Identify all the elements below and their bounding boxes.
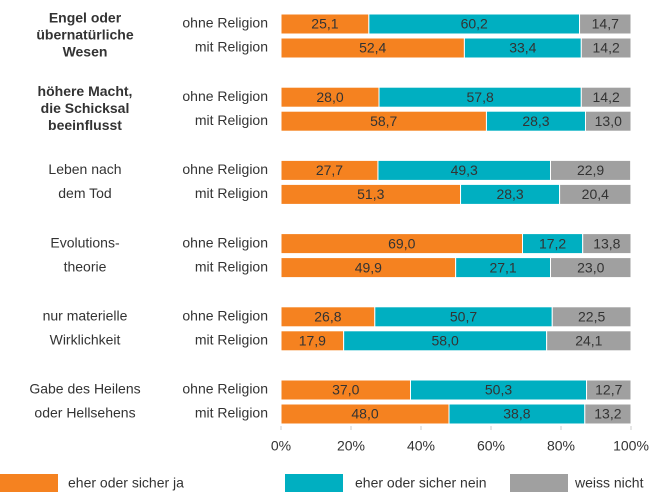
- group-label: höhere Macht,: [38, 83, 133, 99]
- group-label: theorie: [64, 258, 107, 274]
- value-label: 12,7: [595, 382, 622, 398]
- row-label: ohne Religion: [182, 381, 268, 397]
- x-tick-label: 100%: [613, 438, 649, 454]
- group-label: Evolutions-: [50, 234, 120, 250]
- value-label: 26,8: [314, 309, 341, 325]
- group-label: beeinflusst: [48, 117, 122, 133]
- value-label: 49,9: [355, 259, 382, 275]
- value-label: 50,3: [485, 382, 512, 398]
- value-label: 23,0: [577, 259, 604, 275]
- legend-swatch: [0, 474, 58, 492]
- row-label: ohne Religion: [182, 234, 268, 250]
- row-label: mit Religion: [195, 258, 268, 274]
- bar-segment: [559, 183, 632, 205]
- x-tick-label: 40%: [407, 438, 435, 454]
- bar-segment: [582, 233, 632, 255]
- value-label: 24,1: [575, 333, 602, 349]
- row-label: mit Religion: [195, 405, 268, 421]
- value-label: 38,8: [503, 406, 530, 422]
- group-label: die Schicksal: [41, 100, 130, 116]
- group-label: Wirklichkeit: [50, 332, 121, 348]
- value-label: 20,4: [582, 186, 609, 202]
- value-label: 57,8: [467, 89, 494, 105]
- row-label: ohne Religion: [182, 15, 268, 31]
- value-label: 27,7: [316, 162, 343, 178]
- group-label: Wesen: [63, 44, 108, 60]
- row-label: ohne Religion: [182, 88, 268, 104]
- x-tick-label: 80%: [547, 438, 575, 454]
- bar-segment: [586, 379, 632, 401]
- value-label: 28,0: [316, 89, 343, 105]
- group-label: übernatürliche: [36, 27, 133, 43]
- value-label: 13,2: [594, 406, 621, 422]
- row-label: ohne Religion: [182, 308, 268, 324]
- value-label: 49,3: [451, 162, 478, 178]
- group-label: Leben nach: [48, 161, 121, 177]
- bar-segment: [585, 110, 632, 132]
- value-label: 17,9: [299, 333, 326, 349]
- row-label: mit Religion: [195, 39, 268, 55]
- value-label: 22,9: [577, 162, 604, 178]
- bar-segment: [580, 86, 632, 108]
- group-label: oder Hellsehens: [34, 405, 135, 421]
- value-label: 27,1: [489, 259, 516, 275]
- value-label: 58,7: [370, 113, 397, 129]
- value-label: 33,4: [509, 40, 536, 56]
- value-label: 28,3: [522, 113, 549, 129]
- value-label: 13,0: [595, 113, 622, 129]
- x-tick-label: 20%: [337, 438, 365, 454]
- bar-segment: [550, 257, 632, 279]
- value-label: 37,0: [332, 382, 359, 398]
- x-tick-label: 0%: [271, 438, 291, 454]
- value-label: 17,2: [539, 235, 566, 251]
- group-label: dem Tod: [58, 185, 111, 201]
- bar-segment: [551, 306, 632, 328]
- value-label: 14,2: [593, 89, 620, 105]
- value-label: 52,4: [359, 40, 386, 56]
- row-label: ohne Religion: [182, 161, 268, 177]
- value-label: 50,7: [450, 309, 477, 325]
- value-label: 13,8: [593, 235, 620, 251]
- group-label: nur materielle: [43, 308, 128, 324]
- value-label: 48,0: [351, 406, 378, 422]
- value-label: 14,7: [592, 16, 619, 32]
- bar-segment: [580, 37, 632, 59]
- legend-label: eher oder sicher nein: [355, 475, 487, 491]
- bar-segment: [546, 330, 632, 352]
- x-tick-label: 60%: [477, 438, 505, 454]
- value-label: 60,2: [461, 16, 488, 32]
- group-label: Gabe des Heilens: [29, 381, 140, 397]
- row-label: mit Religion: [195, 332, 268, 348]
- value-label: 28,3: [496, 186, 523, 202]
- row-label: mit Religion: [195, 112, 268, 128]
- value-label: 25,1: [311, 16, 338, 32]
- value-label: 69,0: [388, 235, 415, 251]
- bar-segment: [550, 159, 632, 181]
- legend-swatch: [510, 474, 568, 492]
- group-label: Engel oder: [49, 10, 122, 26]
- value-label: 22,5: [578, 309, 605, 325]
- value-label: 58,0: [432, 333, 459, 349]
- bar-segment: [579, 13, 632, 35]
- row-label: mit Religion: [195, 185, 268, 201]
- value-label: 14,2: [593, 40, 620, 56]
- value-label: 51,3: [357, 186, 384, 202]
- legend-label: weiss nicht: [574, 475, 644, 491]
- bar-segment: [584, 403, 632, 425]
- legend-label: eher oder sicher ja: [68, 475, 184, 491]
- legend-swatch: [285, 474, 343, 492]
